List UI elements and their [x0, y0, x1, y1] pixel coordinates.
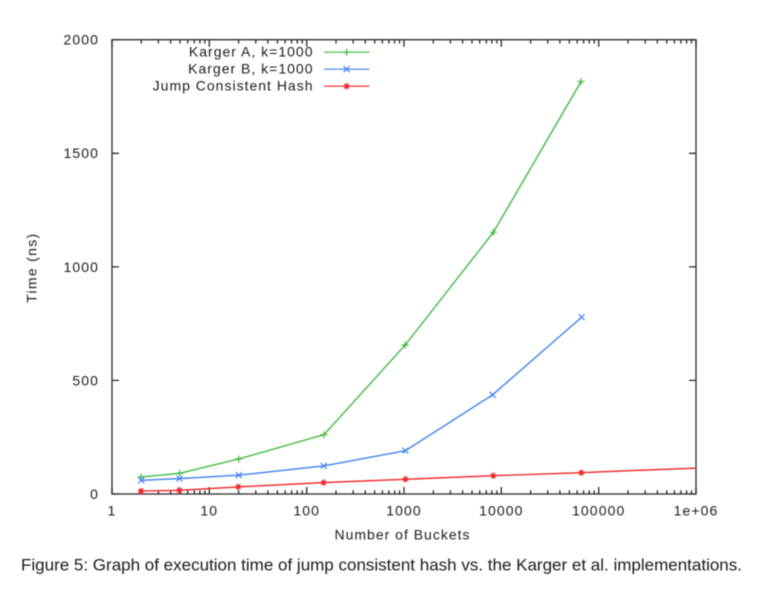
- svg-text:100: 100: [293, 503, 320, 519]
- svg-text:Karger A, k=1000: Karger A, k=1000: [189, 44, 314, 60]
- svg-text:100000: 100000: [572, 503, 625, 519]
- svg-text:2000: 2000: [63, 32, 99, 48]
- svg-text:1000: 1000: [386, 503, 422, 519]
- svg-text:1500: 1500: [63, 145, 99, 161]
- svg-text:10: 10: [200, 503, 218, 519]
- svg-text:Number of Buckets: Number of Buckets: [334, 527, 470, 543]
- svg-text:1: 1: [108, 503, 117, 519]
- svg-text:1000: 1000: [63, 259, 99, 275]
- svg-text:1e+06: 1e+06: [674, 503, 719, 519]
- svg-text:10000: 10000: [479, 503, 523, 519]
- svg-text:Time (ns): Time (ns): [24, 233, 40, 303]
- svg-text:0: 0: [90, 486, 99, 502]
- svg-text:Karger B, k=1000: Karger B, k=1000: [188, 61, 313, 77]
- svg-text:Jump Consistent Hash: Jump Consistent Hash: [153, 78, 314, 94]
- svg-text:500: 500: [72, 373, 99, 389]
- svg-text:Figure 5: Graph of execution t: Figure 5: Graph of execution time of jum…: [21, 556, 742, 575]
